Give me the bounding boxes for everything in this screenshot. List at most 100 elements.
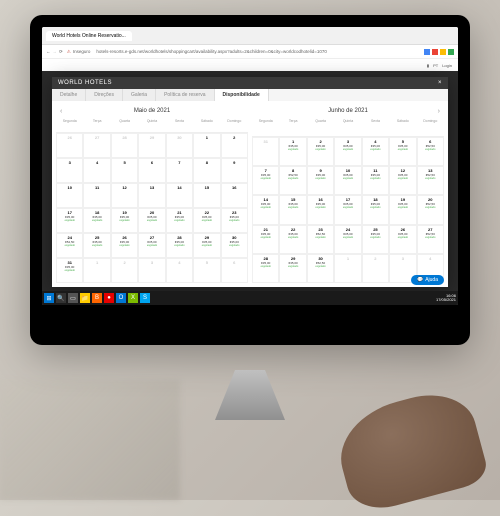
calendar-day-cell[interactable]: 27€35,00esgotado — [138, 233, 165, 258]
calendar-day-cell[interactable]: 27€52,50esgotado — [417, 225, 444, 254]
calendar-day-cell[interactable]: 13 — [138, 183, 165, 208]
calendar-day-cell[interactable]: 30€52,50esgotado — [307, 254, 334, 283]
calendar-day-cell[interactable]: 29€35,00esgotado — [279, 254, 306, 283]
calendar-day-cell[interactable]: 9€35,00esgotado — [307, 166, 334, 195]
day-status: esgotado — [398, 148, 408, 151]
calendar-day-cell[interactable]: 19€35,00esgotado — [389, 195, 416, 224]
calendar-day-cell[interactable]: 6€52,50esgotado — [417, 137, 444, 166]
calendar-day-cell[interactable]: 14€35,00esgotado — [252, 195, 279, 224]
ext-icon[interactable] — [424, 49, 430, 55]
reload-icon[interactable]: ⟳ — [59, 49, 63, 55]
modal-tab-disponibilidade[interactable]: Disponibilidade — [215, 89, 269, 101]
nav-back-icon[interactable]: ← — [46, 49, 51, 54]
calendar-day-cell[interactable]: 19€35,00esgotado — [111, 208, 138, 233]
taskbar-app-icon[interactable]: S — [140, 293, 150, 303]
calendar-day-cell[interactable]: 2 — [221, 133, 248, 158]
calendar-day-cell[interactable]: 1€35,00esgotado — [279, 137, 306, 166]
calendar-day-cell[interactable]: 15 — [193, 183, 220, 208]
calendar-day-cell[interactable]: 8 — [193, 158, 220, 183]
calendar-day-cell[interactable]: 15€35,00esgotado — [279, 195, 306, 224]
day-number: 1 — [206, 135, 208, 140]
security-label: Inseguro — [73, 49, 91, 54]
help-button[interactable]: 💬 Ajuda — [411, 275, 444, 285]
nav-fwd-icon[interactable]: → — [53, 49, 58, 54]
calendar-day-cell: 6 — [221, 258, 248, 283]
calendar-day-cell[interactable]: 1 — [193, 133, 220, 158]
calendar-day-cell[interactable]: 12 — [111, 183, 138, 208]
calendar-day-cell[interactable]: 25€35,00esgotado — [362, 225, 389, 254]
taskbar-app-icon[interactable]: O — [116, 293, 126, 303]
calendar-day-cell[interactable]: 24€52,50esgotado — [56, 233, 83, 258]
login-link[interactable]: Login — [442, 63, 452, 68]
calendar-day-cell[interactable]: 5 — [111, 158, 138, 183]
ext-icon[interactable] — [432, 49, 438, 55]
taskbar-app-icon[interactable]: ▭ — [68, 293, 78, 303]
calendar-day-cell[interactable]: 20€52,50esgotado — [417, 195, 444, 224]
calendar-day-cell[interactable]: 17€35,00esgotado — [56, 208, 83, 233]
calendar-day-cell[interactable]: 29€35,00esgotado — [193, 233, 220, 258]
calendar-day-cell[interactable]: 31€35,00esgotado — [56, 258, 83, 283]
calendar-day-cell[interactable]: 30€35,00esgotado — [221, 233, 248, 258]
calendar-day-cell[interactable]: 28€35,00esgotado — [252, 254, 279, 283]
next-month-icon[interactable]: › — [438, 108, 440, 115]
address-bar[interactable]: ← → ⟳ ⚠ Inseguro hotels-resorts.e-gds.ne… — [42, 45, 458, 59]
calendar-day-cell[interactable]: 21€35,00esgotado — [252, 225, 279, 254]
calendar-day-cell[interactable]: 24€35,00esgotado — [334, 225, 361, 254]
calendar-day-cell[interactable]: 18€35,00esgotado — [83, 208, 110, 233]
taskbar-app-icon[interactable]: ● — [104, 293, 114, 303]
modal-tab-galeria[interactable]: Galeria — [123, 89, 156, 101]
calendar-day-cell[interactable]: 26€35,00esgotado — [111, 233, 138, 258]
calendar-day-cell[interactable]: 26€35,00esgotado — [389, 225, 416, 254]
ext-icon[interactable] — [448, 49, 454, 55]
calendar-day-cell[interactable]: 5€35,00esgotado — [389, 137, 416, 166]
calendar-day-cell[interactable]: 3 — [56, 158, 83, 183]
calendar-day-cell[interactable]: 17€35,00esgotado — [334, 195, 361, 224]
calendar-day-cell[interactable]: 25€35,00esgotado — [83, 233, 110, 258]
calendar-day-cell[interactable]: 13€52,50esgotado — [417, 166, 444, 195]
prev-month-icon[interactable]: ‹ — [60, 108, 62, 115]
calendar-day-cell[interactable]: 11€35,00esgotado — [362, 166, 389, 195]
calendar-day-cell[interactable]: 16 — [221, 183, 248, 208]
lang-label[interactable]: PT — [433, 63, 438, 68]
calendar-day-cell[interactable]: 10€35,00esgotado — [334, 166, 361, 195]
taskbar-app-icon[interactable]: 📁 — [80, 293, 90, 303]
calendar-day-cell[interactable]: 12€35,00esgotado — [389, 166, 416, 195]
calendar-day-cell[interactable]: 4 — [83, 158, 110, 183]
calendar-day-cell[interactable]: 23€52,50esgotado — [307, 225, 334, 254]
calendar-day-cell[interactable]: 7 — [166, 158, 193, 183]
modal-tab-direções[interactable]: Direções — [86, 89, 123, 101]
calendar-day-cell[interactable]: 10 — [56, 183, 83, 208]
calendar-day-cell[interactable]: 3€35,00esgotado — [334, 137, 361, 166]
tab-title: World Hotels Online Reservatio... — [52, 33, 126, 39]
close-icon[interactable]: × — [438, 80, 442, 86]
calendar-day-cell[interactable]: 16€35,00esgotado — [307, 195, 334, 224]
calendar-day-cell[interactable]: 11 — [83, 183, 110, 208]
calendar-day-cell[interactable]: 2€35,00esgotado — [307, 137, 334, 166]
taskbar-clock[interactable]: 16:0617/05/2021 — [436, 294, 456, 303]
calendar-day-cell[interactable]: 18€35,00esgotado — [362, 195, 389, 224]
calendar-day-cell[interactable]: 20€35,00esgotado — [138, 208, 165, 233]
ext-icon[interactable] — [440, 49, 446, 55]
calendar-day-cell[interactable]: 21€35,00esgotado — [166, 208, 193, 233]
day-status: esgotado — [288, 236, 298, 239]
taskbar-app-icon[interactable]: B — [92, 293, 102, 303]
calendar-day-cell[interactable]: 28€35,00esgotado — [166, 233, 193, 258]
calendar-day-cell[interactable]: 22€35,00esgotado — [193, 208, 220, 233]
modal-tab-política-de-reserva[interactable]: Política de reserva — [156, 89, 214, 101]
calendar-day-cell[interactable]: 9 — [221, 158, 248, 183]
browser-tab[interactable]: World Hotels Online Reservatio... — [46, 31, 132, 41]
day-number: 12 — [122, 185, 126, 190]
calendar-day-cell[interactable]: 23€35,00esgotado — [221, 208, 248, 233]
taskbar-app-icon[interactable]: 🔍 — [56, 293, 66, 303]
calendar-day-cell[interactable]: 8€52,50esgotado — [279, 166, 306, 195]
calendar-day-cell[interactable]: 6 — [138, 158, 165, 183]
calendar-day-cell[interactable]: 7€35,00esgotado — [252, 166, 279, 195]
calendar-day-cell[interactable]: 14 — [166, 183, 193, 208]
calendar-day-cell[interactable]: 22€35,00esgotado — [279, 225, 306, 254]
lang-flag-icon[interactable]: ▮ — [427, 63, 429, 68]
calendar-day-cell[interactable]: 4€35,00esgotado — [362, 137, 389, 166]
taskbar-app-icon[interactable]: ⊞ — [44, 293, 54, 303]
modal-tab-detalhe[interactable]: Detalhe — [52, 89, 86, 101]
taskbar-app-icon[interactable]: X — [128, 293, 138, 303]
modal-title-text: WORLD HOTELS — [58, 80, 112, 86]
